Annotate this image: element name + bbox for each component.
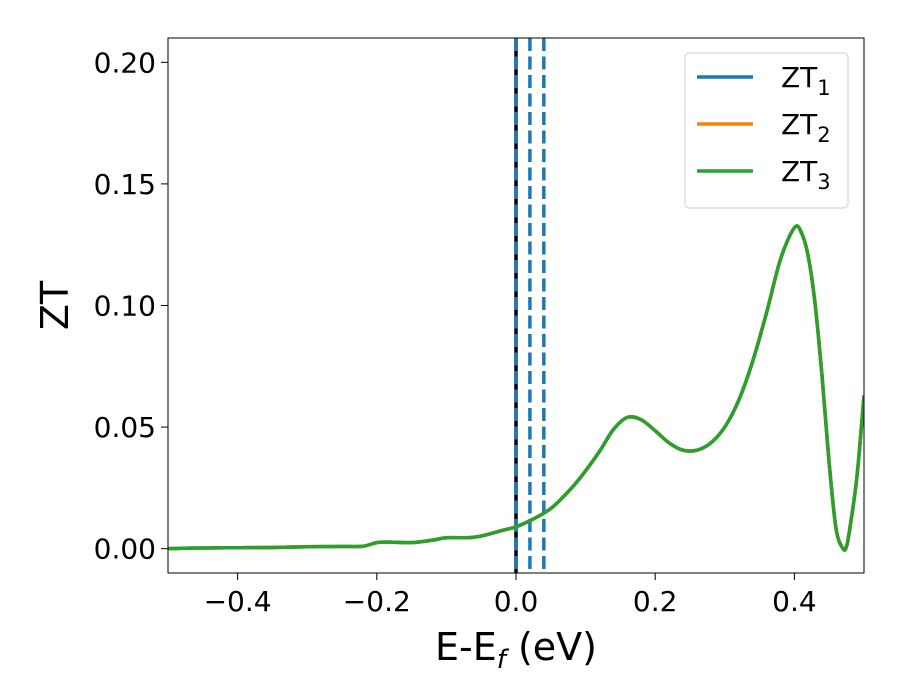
x-tick-label: 0.4 bbox=[772, 585, 817, 618]
y-tick-label: 0.00 bbox=[94, 533, 156, 566]
x-axis-ticks: −0.4 −0.2 0.0 0.2 0.4 bbox=[204, 573, 817, 618]
y-tick-label: 0.20 bbox=[94, 46, 156, 79]
legend-label-1: ZT1 bbox=[781, 61, 831, 100]
x-tick-label: −0.2 bbox=[343, 585, 411, 618]
legend-label-2: ZT2 bbox=[781, 108, 831, 147]
x-tick-label: −0.4 bbox=[204, 585, 272, 618]
series-line-3 bbox=[168, 224, 864, 552]
y-tick-label: 0.10 bbox=[94, 290, 156, 323]
legend-label-3: ZT3 bbox=[781, 155, 831, 194]
legend: ZT1 ZT2 ZT3 bbox=[684, 52, 849, 209]
x-axis-label: E-Ef (eV) bbox=[435, 625, 597, 675]
y-axis-label: ZT bbox=[33, 280, 77, 330]
x-tick-label: 0.0 bbox=[494, 585, 539, 618]
y-tick-label: 0.05 bbox=[94, 411, 156, 444]
series-lines bbox=[168, 224, 864, 552]
x-tick-label: 0.2 bbox=[633, 585, 678, 618]
y-axis-ticks: 0.00 0.05 0.10 0.15 0.20 bbox=[94, 46, 168, 566]
y-tick-label: 0.15 bbox=[94, 168, 156, 201]
vertical-reference-lines bbox=[514, 38, 546, 573]
